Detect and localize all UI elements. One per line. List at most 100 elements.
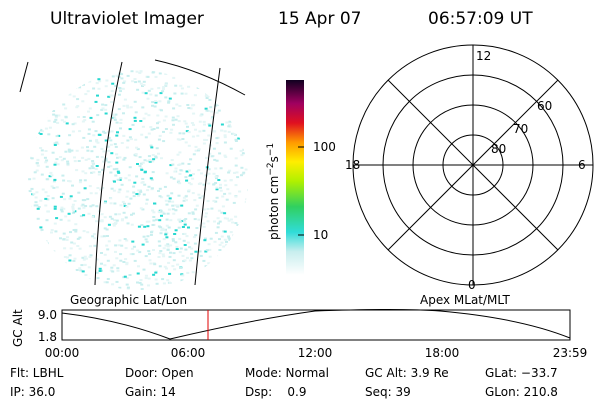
pixel bbox=[185, 170, 189, 173]
pixel bbox=[35, 161, 39, 164]
pixel bbox=[154, 271, 158, 274]
pixel bbox=[244, 147, 248, 150]
pixel bbox=[150, 231, 153, 234]
pixel bbox=[148, 159, 152, 162]
pixel bbox=[141, 177, 145, 180]
pixel bbox=[115, 74, 119, 77]
pixel bbox=[89, 192, 93, 195]
pixel bbox=[87, 278, 91, 281]
pixel bbox=[110, 130, 114, 133]
pixel bbox=[205, 109, 209, 112]
pixel bbox=[113, 219, 116, 222]
pixel bbox=[88, 139, 92, 142]
pixel bbox=[162, 247, 166, 250]
pixel bbox=[105, 244, 109, 247]
pixel bbox=[237, 78, 241, 81]
pixel bbox=[136, 148, 140, 151]
pixel bbox=[214, 273, 218, 276]
pixel bbox=[232, 201, 236, 204]
pixel bbox=[190, 252, 194, 255]
pixel bbox=[207, 91, 211, 94]
pixel bbox=[181, 162, 185, 165]
pixel bbox=[125, 261, 129, 264]
pixel bbox=[247, 134, 248, 137]
pixel bbox=[234, 184, 238, 187]
pixel bbox=[172, 259, 176, 262]
pixel bbox=[206, 200, 210, 203]
pixel bbox=[144, 277, 148, 280]
pixel bbox=[96, 277, 100, 280]
pixel bbox=[53, 178, 57, 181]
pixel bbox=[169, 251, 172, 254]
pixel bbox=[131, 80, 135, 83]
pixel bbox=[178, 151, 182, 154]
pixel bbox=[95, 220, 98, 223]
pixel bbox=[66, 160, 70, 163]
pixel bbox=[65, 239, 69, 241]
pixel bbox=[246, 86, 248, 89]
pixel bbox=[228, 169, 232, 172]
pixel bbox=[134, 111, 138, 114]
pixel bbox=[86, 231, 90, 234]
pixel bbox=[223, 105, 227, 108]
pixel bbox=[151, 209, 155, 212]
pixel bbox=[233, 279, 237, 282]
pixel bbox=[143, 183, 147, 186]
pixel bbox=[191, 211, 195, 214]
pixel bbox=[171, 239, 175, 242]
pixel bbox=[107, 136, 111, 139]
pixel bbox=[33, 171, 37, 174]
pixel bbox=[138, 281, 142, 284]
pixel bbox=[86, 198, 90, 201]
pixel bbox=[67, 180, 70, 182]
pixel bbox=[223, 238, 227, 241]
pixel bbox=[117, 171, 121, 174]
pixel bbox=[215, 137, 219, 140]
pixel bbox=[134, 138, 138, 141]
pixel bbox=[138, 189, 142, 192]
pixel bbox=[161, 253, 165, 256]
pixel bbox=[104, 108, 108, 111]
pixel bbox=[237, 260, 241, 263]
pixel bbox=[192, 104, 196, 107]
pixel bbox=[191, 286, 194, 289]
map-grid bbox=[19, 59, 246, 286]
info-field: Door: Open bbox=[125, 366, 194, 380]
pixel bbox=[205, 93, 208, 95]
pixel bbox=[138, 165, 142, 168]
pixel bbox=[30, 279, 34, 282]
pixel bbox=[218, 265, 222, 267]
pixel bbox=[121, 218, 124, 221]
pixel bbox=[188, 169, 191, 172]
pixel bbox=[174, 241, 178, 244]
pixel bbox=[39, 226, 43, 229]
pixel bbox=[39, 259, 42, 262]
pixel bbox=[203, 123, 206, 126]
pixel bbox=[219, 280, 223, 283]
pixel bbox=[144, 92, 148, 95]
pixel bbox=[81, 156, 85, 159]
pixel bbox=[118, 286, 122, 289]
pixel bbox=[214, 175, 218, 178]
pixel bbox=[60, 119, 64, 122]
pixel bbox=[39, 239, 43, 242]
pixel bbox=[89, 116, 93, 119]
pixel bbox=[194, 234, 198, 237]
pixel bbox=[198, 196, 202, 199]
pixel bbox=[52, 250, 56, 253]
pixel bbox=[40, 130, 44, 133]
pixel bbox=[191, 192, 195, 195]
pixel bbox=[110, 187, 114, 190]
pixel bbox=[227, 286, 231, 289]
pixel bbox=[225, 254, 229, 257]
pixel bbox=[87, 110, 90, 113]
pixel bbox=[40, 149, 44, 152]
pixel bbox=[89, 205, 93, 208]
pixel bbox=[205, 287, 209, 290]
pixel bbox=[158, 100, 162, 103]
pixel bbox=[150, 128, 154, 131]
pixel bbox=[243, 228, 247, 231]
pixel bbox=[167, 226, 171, 229]
pixel bbox=[152, 211, 156, 214]
